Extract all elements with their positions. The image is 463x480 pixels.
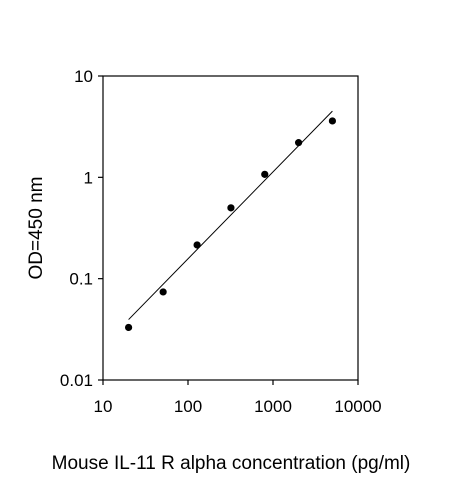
y-tick-label: 1 [84,168,93,187]
x-axis-ticks [102,380,359,385]
data-point [124,323,133,332]
x-axis-title: Mouse IL-11 R alpha concentration (pg/ml… [52,453,411,474]
x-tick-label: 10000 [334,397,381,416]
y-tick-label: 0.01 [60,371,93,390]
y-tick-label: 0.1 [69,270,93,289]
data-point [328,117,337,125]
data-points [124,117,337,332]
data-point [193,241,201,249]
y-tick-label: 10 [74,67,93,86]
x-tick-label: 1000 [254,397,292,416]
y-axis-tick-labels: 0.01 0.1 1 10 [60,67,93,390]
data-point [159,288,167,296]
y-axis-ticks [98,75,103,381]
x-tick-label: 100 [174,397,202,416]
x-axis-tick-labels: 10 100 1000 10000 [94,397,382,416]
data-point [294,139,303,147]
plot-frame [102,75,359,381]
data-point [227,204,235,212]
x-tick-label: 10 [94,397,113,416]
data-point [261,170,269,178]
y-axis-title: OD=450 nm [26,177,47,280]
